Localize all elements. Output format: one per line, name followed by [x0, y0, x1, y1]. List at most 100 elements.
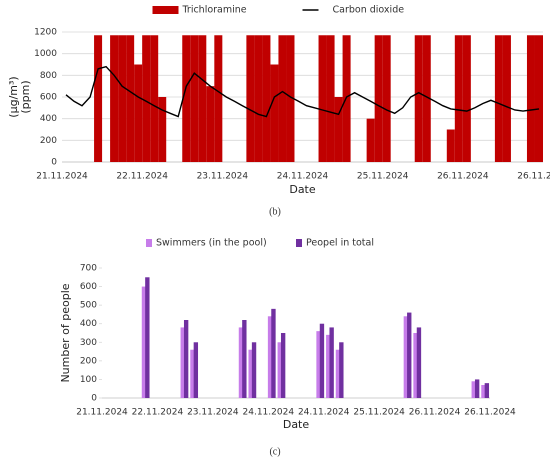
bar — [446, 129, 455, 162]
bar — [190, 349, 195, 398]
bar — [183, 320, 189, 398]
bar — [502, 35, 511, 162]
bar — [271, 308, 276, 398]
caption: (c) — [269, 446, 280, 457]
bar — [248, 349, 253, 398]
y-tick-label: 300 — [80, 338, 97, 348]
legend-label: Carbon dioxide — [333, 5, 405, 16]
x-tick-label: 22.11.2024 — [132, 408, 184, 418]
bar — [262, 35, 271, 162]
bar — [118, 35, 127, 162]
bar — [141, 286, 147, 398]
x-tick-label: 21.11.2024 — [36, 172, 88, 182]
x-tick-label: 22.11.2024 — [116, 172, 168, 182]
bar — [526, 35, 535, 162]
bar — [454, 35, 463, 162]
y-tick-label: 200 — [40, 136, 57, 146]
bar — [126, 35, 135, 162]
legend-label: Trichloramine — [182, 5, 247, 16]
x-tick-label: 25.11.2024 — [357, 172, 409, 182]
legend-swatch — [296, 239, 302, 247]
bar — [471, 381, 476, 398]
y-tick-label: 1200 — [34, 28, 57, 38]
y-axis-label: (ppm) — [19, 80, 32, 113]
bar — [326, 334, 331, 398]
bar — [407, 312, 412, 398]
y-tick-label: 500 — [80, 301, 97, 311]
bar — [182, 35, 191, 162]
legend-label: Peopel in total — [306, 238, 374, 249]
bar — [280, 333, 286, 398]
x-axis-label: Date — [283, 418, 310, 431]
bar — [246, 35, 255, 162]
y-tick-label: 0 — [91, 394, 97, 404]
bar — [474, 379, 480, 398]
bar — [326, 35, 335, 162]
bar — [319, 323, 325, 398]
x-tick-label: 26.11.2024 — [464, 408, 516, 418]
bar — [422, 35, 431, 162]
bar — [286, 35, 295, 162]
y-tick-label: 600 — [40, 93, 57, 103]
bar — [277, 342, 282, 398]
x-tick-label: 24.11.2024 — [298, 408, 350, 418]
x-axis-label: Date — [289, 183, 316, 196]
bar — [334, 97, 343, 162]
y-tick-label: 100 — [80, 375, 97, 385]
bar — [150, 35, 159, 162]
bar — [534, 35, 543, 162]
bar — [494, 35, 503, 162]
x-tick-label: 21.11.2024 — [76, 408, 128, 418]
x-tick-label: 25.11.2024 — [353, 408, 405, 418]
bar — [278, 35, 287, 162]
bar — [190, 35, 199, 162]
bar — [145, 277, 150, 398]
bar — [329, 327, 334, 398]
y-tick-label: 400 — [80, 319, 97, 329]
bar — [484, 383, 490, 398]
bar — [270, 64, 279, 162]
y-tick-label: 700 — [80, 264, 97, 274]
x-tick-label: 24.11.2024 — [277, 172, 329, 182]
x-tick-label: 23.11.2024 — [187, 408, 239, 418]
legend-label: Swimmers (in the pool) — [156, 238, 267, 249]
bar — [382, 35, 391, 162]
x-tick-label: 24.11.2024 — [243, 408, 295, 418]
bar — [254, 35, 263, 162]
bar — [413, 333, 418, 398]
legend-swatch — [146, 239, 152, 247]
y-tick-label: 400 — [40, 114, 57, 124]
bar — [462, 35, 471, 162]
bar — [110, 35, 119, 162]
bar — [339, 342, 344, 398]
bar — [206, 86, 215, 162]
bar — [193, 342, 199, 398]
bar — [416, 327, 422, 398]
bar — [158, 97, 167, 162]
y-tick-label: 200 — [80, 356, 97, 366]
x-tick-label: 26.11.2024 — [409, 408, 461, 418]
bar — [180, 327, 185, 398]
y-axis-label: Number of people — [59, 283, 72, 382]
x-tick-label: 26.11.2024 — [437, 172, 489, 182]
y-tick-label: 1000 — [34, 49, 57, 59]
legend-swatch — [152, 6, 179, 14]
bar — [242, 320, 247, 398]
bar — [251, 342, 257, 398]
bar — [94, 35, 103, 162]
bar — [267, 316, 273, 398]
bar — [142, 35, 151, 162]
bar — [366, 118, 375, 162]
line — [65, 65, 540, 118]
bar — [198, 35, 207, 162]
x-tick-label: 26.11.2024 — [517, 172, 550, 182]
y-tick-label: 600 — [80, 282, 97, 292]
bar — [134, 64, 143, 162]
caption: (b) — [269, 206, 281, 217]
x-tick-label: 23.11.2024 — [197, 172, 249, 182]
y-axis-label: (µg/m³) — [7, 76, 20, 117]
bar — [318, 35, 327, 162]
bar — [214, 35, 223, 162]
